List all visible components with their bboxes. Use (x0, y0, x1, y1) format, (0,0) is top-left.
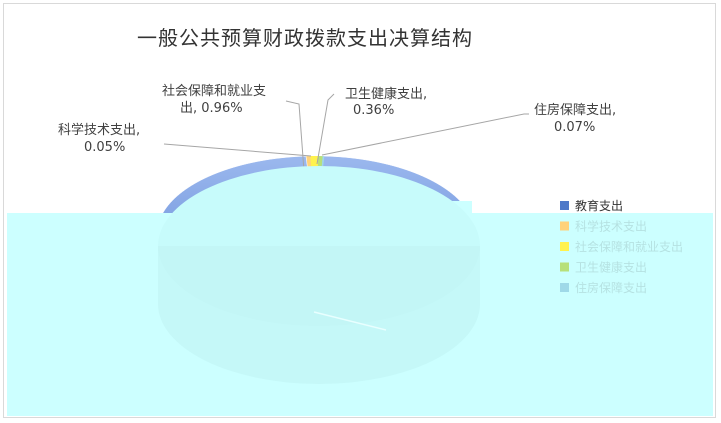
chart-title: 一般公共预算财政拨款支出决算结构 (137, 26, 473, 50)
legend-label-2: 社会保障和就业支出 (575, 239, 683, 254)
overlay-highlight-line (313, 311, 387, 331)
chart-frame: 一般公共预算财政拨款支出决算结构 社会保障和就业支 出, 0.96% 卫生健康支… (3, 3, 716, 418)
data-label-science-2: 0.05% (84, 140, 125, 155)
data-label-housing-2: 0.07% (554, 120, 595, 135)
legend-swatch-2 (560, 242, 569, 251)
leader-line-health (316, 93, 335, 165)
leader-line-social-security (285, 100, 305, 172)
legend-label-3: 卫生健康支出 (575, 260, 647, 275)
overlay-pie-side (158, 246, 480, 384)
legend-swatch-4 (560, 283, 569, 292)
legend-label-1: 科学技术支出 (575, 219, 647, 234)
leader-line-housing (321, 113, 529, 156)
data-label-health-1: 卫生健康支出, (345, 86, 427, 102)
data-label-science-1: 科学技术支出, (58, 122, 140, 138)
data-label-social-security-2: 出, 0.96% (180, 101, 243, 116)
leader-line-science (163, 143, 312, 157)
legend-label-0: 教育支出 (575, 198, 623, 213)
legend-label-4: 住房保障支出 (575, 280, 647, 295)
data-label-social-security-1: 社会保障和就业支 (162, 83, 266, 99)
legend-swatch-0 (560, 201, 569, 210)
cyan-overlay (7, 166, 713, 416)
data-label-health-2: 0.36% (353, 103, 394, 118)
legend-swatch-1 (560, 221, 569, 231)
data-label-housing-1: 住房保障支出, (534, 102, 616, 118)
leader-lines (163, 93, 529, 172)
legend-swatch-3 (560, 262, 569, 272)
pie-chart: 一般公共预算财政拨款支出决算结构 社会保障和就业支 出, 0.96% 卫生健康支… (7, 26, 713, 416)
